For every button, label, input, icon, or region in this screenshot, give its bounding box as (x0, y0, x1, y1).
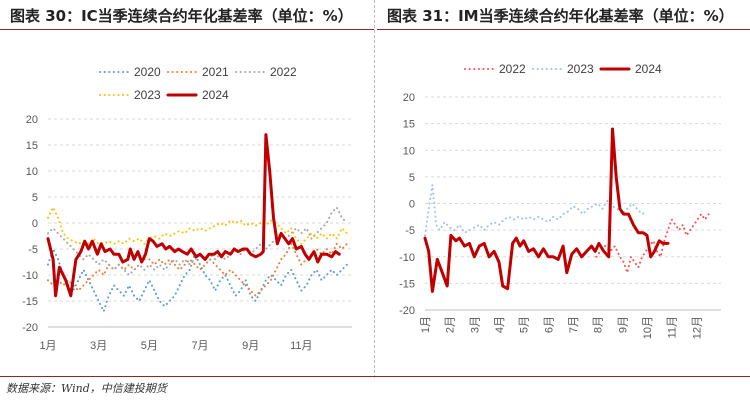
x-tick-label: 9月 (617, 316, 629, 333)
series-line-2022 (595, 213, 710, 274)
series-line-2024 (423, 127, 670, 293)
x-tick-label: 1月 (39, 340, 56, 352)
legend-label-2021: 2021 (202, 65, 229, 79)
legend-label-2022: 2022 (270, 65, 297, 79)
x-tick-label: 7月 (191, 340, 208, 352)
x-tick-label: 4月 (494, 316, 506, 333)
x-tick-label: 8月 (593, 316, 605, 333)
source-note: 数据来源：Wind，中信建投期货 (6, 382, 167, 395)
y-tick-label: -10 (22, 270, 38, 282)
legend-label-2022: 2022 (499, 62, 526, 76)
x-tick-label: 2月 (445, 316, 457, 333)
x-tick-label: 3月 (90, 340, 107, 352)
legend-label-2020: 2020 (134, 65, 161, 79)
chart-panel-ic: 图表 30：IC当季连续合约年化基差率（单位：%） 20 15 10 5 0 -5 -10 -… (0, 0, 374, 378)
x-tick-label: 7月 (568, 316, 580, 333)
legend-label-2023: 2023 (567, 62, 594, 76)
y-tick-label: -15 (399, 278, 415, 290)
x-tick-label: 6月 (543, 316, 555, 333)
x-tick-label: 12月 (691, 316, 703, 339)
x-tick-label: 5月 (519, 316, 531, 333)
y-tick-label: 0 (409, 199, 415, 211)
series-line-2024 (46, 133, 341, 298)
x-tick-label: 9月 (242, 340, 259, 352)
y-tick-label: -5 (28, 244, 38, 256)
x-tick-label: 11月 (667, 316, 679, 338)
y-tick-label: 10 (26, 166, 38, 178)
title-rule (377, 29, 750, 30)
x-tick-label: 5月 (141, 340, 158, 352)
chart-title-ic: 图表 30：IC当季连续合约年化基差率（单位：%） (10, 7, 353, 25)
y-tick-label: 15 (26, 140, 38, 152)
y-tick-label: 15 (403, 119, 415, 131)
x-tick-label: 1月 (420, 316, 432, 333)
y-tick-label: 5 (32, 192, 38, 204)
title-rule (0, 29, 374, 30)
panel-divider (374, 0, 378, 378)
y-tick-label: -20 (399, 305, 415, 317)
series-line-2023 (424, 183, 648, 237)
legend-label-2023: 2023 (134, 88, 161, 102)
chart-title-im: 图表 31：IM当季连续合约年化基差率（单位：%） (387, 7, 734, 25)
y-tick-label: 20 (403, 92, 415, 104)
y-tick-label: 5 (409, 172, 415, 184)
y-tick-label: -15 (22, 296, 38, 308)
y-tick-label: -5 (405, 225, 415, 237)
series-line-2021 (47, 242, 348, 297)
legend-label-2024: 2024 (202, 88, 229, 102)
y-tick-label: 0 (32, 218, 38, 230)
x-tick-label: 11月 (290, 340, 312, 352)
chart-panel-im: 图表 31：IM当季连续合约年化基差率（单位：%） 20 15 10 5 0 -5 -10 -… (377, 0, 750, 378)
y-tick-label: -20 (22, 322, 38, 334)
y-tick-label: 10 (403, 145, 415, 157)
y-tick-label: 20 (26, 114, 38, 126)
legend-label-2024: 2024 (635, 62, 662, 76)
footer-rule (0, 376, 750, 377)
y-tick-label: -10 (399, 252, 415, 264)
series-line-2023 (47, 206, 348, 245)
x-tick-label: 10月 (642, 316, 654, 339)
series-line-2020 (47, 248, 348, 313)
x-tick-label: 3月 (469, 316, 481, 333)
im-basis-line-chart: 20 15 10 5 0 -5 -10 -15 -20 1月 2月 3月 4月 5月 6月 7月 8月 9月 10月… (399, 62, 721, 339)
